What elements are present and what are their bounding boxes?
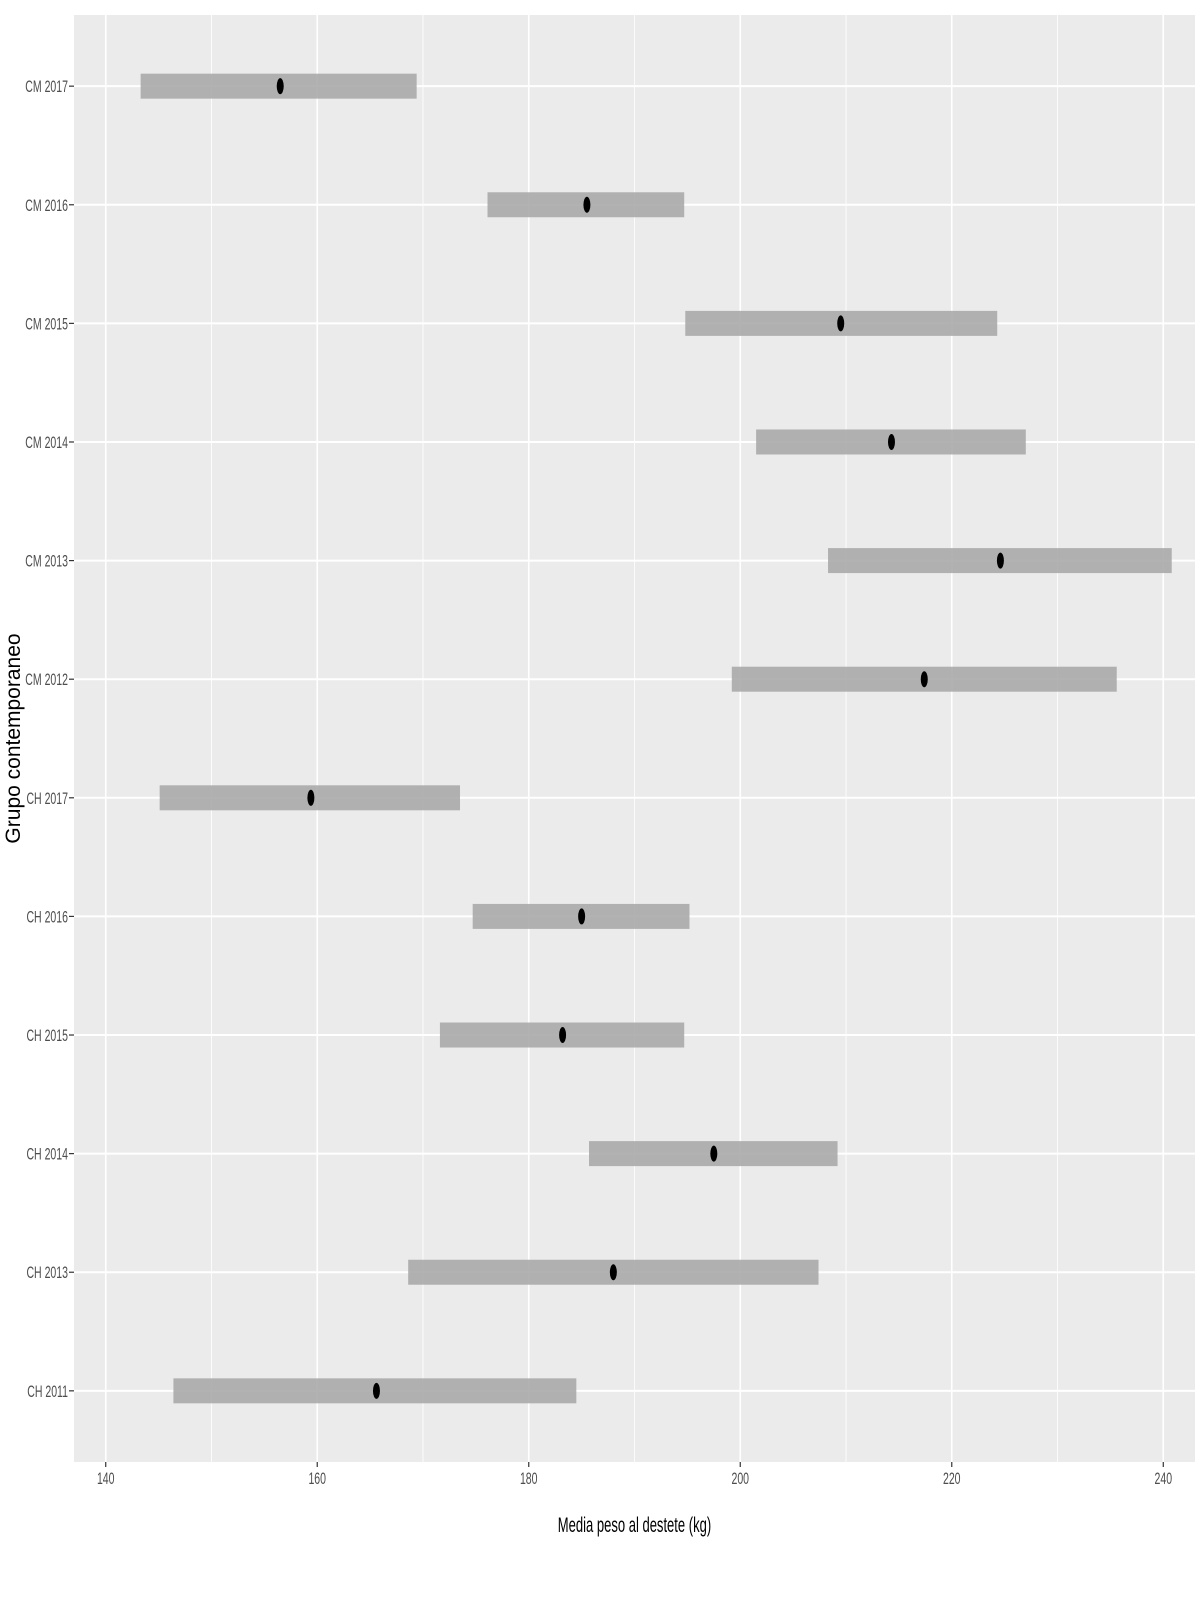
y-tick-label: CH 2016 <box>26 907 68 926</box>
mean-point <box>578 908 586 925</box>
y-tick-label: CM 2013 <box>25 551 68 570</box>
y-tick-label: CH 2015 <box>26 1025 68 1044</box>
mean-point <box>837 315 845 332</box>
y-axis: CM 2017 CM 2016 CM 2015 CM 2014 CM 2013 CM 20… <box>25 77 74 1400</box>
y-tick-label: CH 2017 <box>26 788 68 807</box>
mean-point <box>609 1264 617 1281</box>
x-tick-label: 140 <box>97 1468 115 1487</box>
mean-point <box>559 1027 567 1044</box>
mean-point <box>372 1382 380 1399</box>
mean-point <box>307 789 315 806</box>
x-tick-label: 200 <box>731 1468 749 1487</box>
mean-points <box>276 78 1004 1399</box>
y-axis-title: Grupo contemporaneo <box>2 633 25 843</box>
y-tick-label: CM 2015 <box>25 314 68 333</box>
y-tick-label: CH 2014 <box>26 1144 68 1163</box>
x-tick-label: 240 <box>1154 1468 1172 1487</box>
mean-point <box>920 671 928 688</box>
y-tick-label: CM 2014 <box>25 432 68 451</box>
mean-point <box>887 433 895 450</box>
mean-point <box>276 78 284 95</box>
x-axis: 140 160 180 200 220 240 <box>97 1462 1172 1488</box>
x-axis-title: Media peso al destete (kg) <box>558 1513 711 1537</box>
y-tick-label: CH 2013 <box>26 1263 68 1282</box>
x-tick-label: 220 <box>943 1468 961 1487</box>
y-tick-label: CM 2017 <box>25 77 68 96</box>
x-tick-label: 160 <box>308 1468 326 1487</box>
y-tick-label: CM 2012 <box>25 670 68 689</box>
y-tick-label: CH 2011 <box>27 1381 68 1400</box>
x-tick-label: 180 <box>520 1468 538 1487</box>
mean-point <box>710 1145 718 1162</box>
mean-point <box>583 196 591 213</box>
mean-point <box>996 552 1004 569</box>
y-tick-label: CM 2016 <box>25 195 68 214</box>
